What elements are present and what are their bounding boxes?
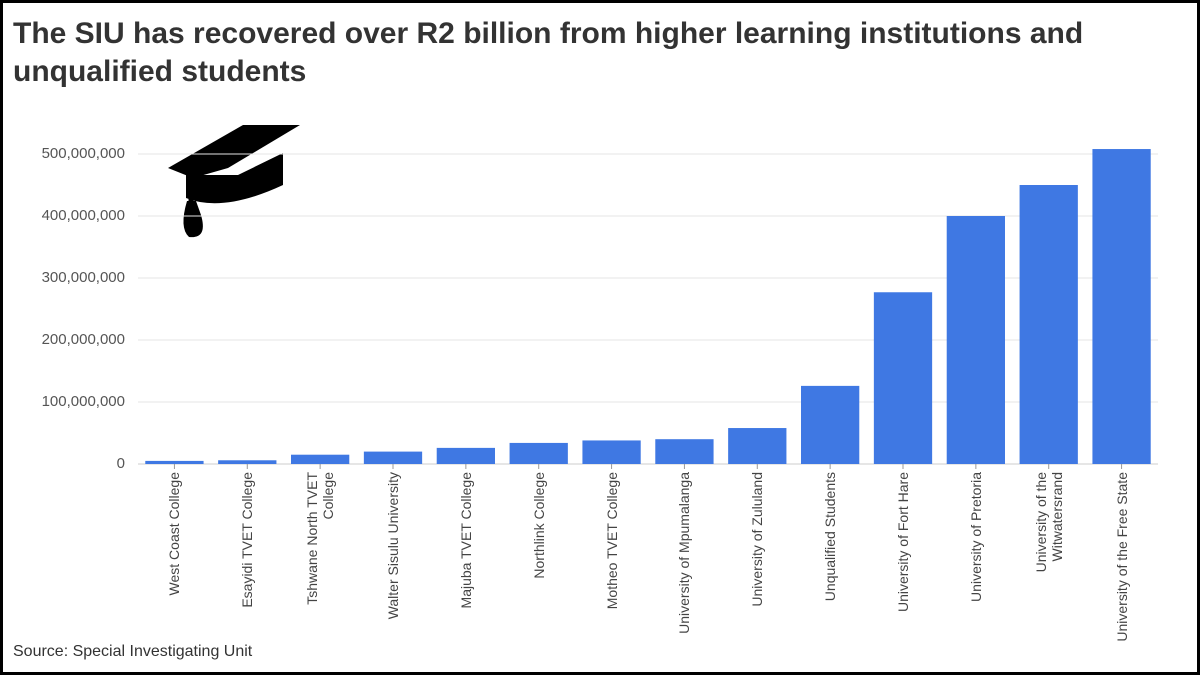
x-tick-label: University of the Witwatersrand xyxy=(1032,472,1065,573)
source-note: Source: Special Investigating Unit xyxy=(13,643,253,660)
x-tick-label: Motheo TVET College xyxy=(603,472,620,610)
y-tick-label: 500,000,000 xyxy=(42,145,125,162)
bar xyxy=(582,440,641,464)
x-tick-label: University of Fort Hare xyxy=(895,472,911,613)
x-tick-label: Tshwane North TVET College xyxy=(304,472,337,605)
x-tick-label: Majuba TVET College xyxy=(457,472,474,609)
bar xyxy=(436,447,495,464)
x-tick-label: University of Mpumalanga xyxy=(676,472,693,634)
x-tick-label: Walter Sisulu University xyxy=(385,472,401,620)
bar xyxy=(291,454,350,464)
x-tick-label: Northlink College xyxy=(530,472,547,579)
bar xyxy=(873,292,933,464)
y-tick-label: 300,000,000 xyxy=(42,269,125,286)
x-tick-label: Esayidi TVET College xyxy=(239,472,256,608)
bar xyxy=(728,428,787,464)
chart-title: The SIU has recovered over R2 billion fr… xyxy=(13,17,1084,88)
x-tick-label: Unqualified Students xyxy=(822,472,839,602)
y-tick-label: 100,000,000 xyxy=(42,393,125,410)
chart: 0 100,000,000 200,000,000 300,000,000 400,00… xyxy=(42,125,1158,472)
bar xyxy=(509,442,568,464)
bar xyxy=(801,385,860,464)
y-tick-label: 400,000,000 xyxy=(42,207,125,224)
x-tick-label: University of Pretoria xyxy=(967,472,984,602)
bar xyxy=(145,460,204,464)
bar xyxy=(363,451,423,464)
bar xyxy=(655,439,714,464)
bar xyxy=(1019,185,1078,464)
bar xyxy=(946,216,1005,464)
y-tick-label: 200,000,000 xyxy=(42,331,125,348)
x-tick-label: West Coast College xyxy=(166,472,183,596)
x-tick-label: University of the Free State xyxy=(1113,472,1130,642)
bar xyxy=(1092,149,1151,465)
x-tick-label: University of Zululand xyxy=(749,472,766,607)
bar xyxy=(218,460,277,464)
graduation-cap-icon xyxy=(168,125,300,238)
y-tick-label: 0 xyxy=(117,455,125,472)
